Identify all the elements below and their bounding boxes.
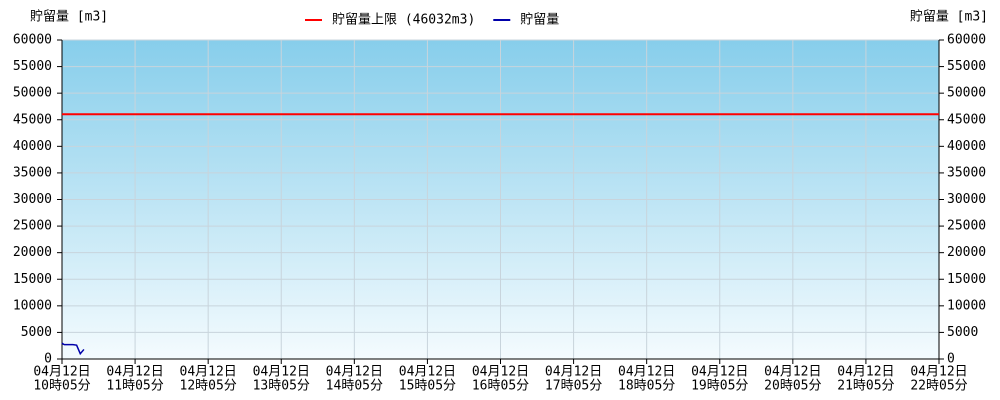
y-tick-label: 50000	[13, 86, 52, 101]
y2-tick-label: 60000	[947, 33, 986, 48]
x-tick-label: 04月12日	[910, 365, 967, 380]
y-tick-label: 30000	[13, 192, 52, 207]
y2-tick-label: 20000	[947, 245, 986, 260]
x-tick-label: 21時05分	[837, 379, 894, 394]
x-tick-label: 10時05分	[33, 379, 90, 394]
legend-label: 貯留量	[520, 13, 559, 28]
y2-axis-title: 貯留量 [m3]	[910, 10, 988, 25]
y-tick-label: 0	[44, 352, 52, 367]
x-tick-label: 04月12日	[691, 365, 748, 380]
x-tick-label: 22時05分	[910, 379, 967, 394]
x-tick-label: 14時05分	[326, 379, 383, 394]
x-tick-label: 04月12日	[618, 365, 675, 380]
y-tick-label: 20000	[13, 245, 52, 260]
legend: 貯留量上限 (46032m3) 貯留量	[305, 13, 559, 28]
y2-tick-label: 50000	[947, 86, 986, 101]
x-tick-label: 18時05分	[618, 379, 675, 394]
y2-tick-label: 25000	[947, 219, 986, 234]
y2-tick-label: 0	[947, 352, 955, 367]
y-tick-label: 45000	[13, 112, 52, 127]
x-tick-label: 17時05分	[545, 379, 602, 394]
x-tick-label: 04月12日	[545, 365, 602, 380]
y2-tick-label: 45000	[947, 112, 986, 127]
y2-tick-label: 10000	[947, 298, 986, 313]
x-tick-label: 04月12日	[837, 365, 894, 380]
y2-tick-label: 40000	[947, 139, 986, 154]
y-tick-label: 10000	[13, 298, 52, 313]
y-tick-label: 5000	[21, 325, 52, 340]
x-tick-label: 04月12日	[326, 365, 383, 380]
y2-tick-label: 35000	[947, 165, 986, 180]
series-line	[61, 342, 85, 356]
y-tick-label: 15000	[13, 272, 52, 287]
y-tick-label: 55000	[13, 59, 52, 74]
legend-label: 貯留量上限 (46032m3)	[332, 13, 475, 28]
y-tick-label: 60000	[13, 33, 52, 48]
y-tick-label: 40000	[13, 139, 52, 154]
y-tick-label: 25000	[13, 219, 52, 234]
y2-tick-label: 30000	[947, 192, 986, 207]
x-tick-label: 19時05分	[691, 379, 748, 394]
x-tick-label: 04月12日	[33, 365, 90, 380]
x-tick-label: 04月12日	[253, 365, 310, 380]
x-tick-label: 16時05分	[472, 379, 529, 394]
y2-tick-label: 5000	[947, 325, 978, 340]
x-tick-label: 04月12日	[180, 365, 237, 380]
x-tick-label: 12時05分	[180, 379, 237, 394]
x-tick-label: 20時05分	[764, 379, 821, 394]
y-tick-label: 35000	[13, 165, 52, 180]
y2-tick-label: 15000	[947, 272, 986, 287]
x-tick-label: 04月12日	[399, 365, 456, 380]
x-tick-label: 04月12日	[472, 365, 529, 380]
x-tick-label: 04月12日	[764, 365, 821, 380]
y2-tick-label: 55000	[947, 59, 986, 74]
y-axis-title: 貯留量 [m3]	[30, 10, 108, 25]
x-tick-label: 04月12日	[106, 365, 163, 380]
x-tick-label: 11時05分	[106, 379, 163, 394]
x-tick-label: 13時05分	[253, 379, 310, 394]
x-tick-label: 15時05分	[399, 379, 456, 394]
